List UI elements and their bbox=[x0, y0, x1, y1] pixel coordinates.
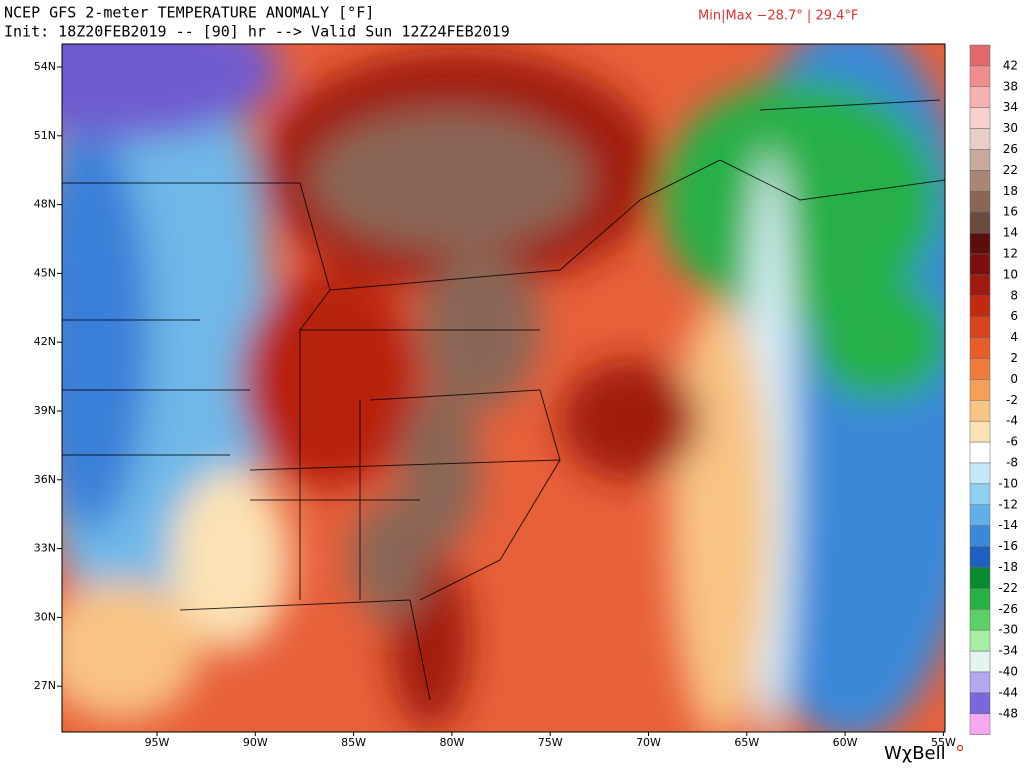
colorbar-label: 4 bbox=[1010, 330, 1018, 344]
lon-label: 55W bbox=[931, 736, 956, 749]
colorbar-label: -14 bbox=[998, 518, 1018, 532]
colorbar-label: -40 bbox=[998, 665, 1018, 679]
colorbar-swatch bbox=[969, 692, 991, 715]
colorbar-swatch bbox=[969, 671, 991, 694]
map-frame bbox=[61, 43, 946, 733]
temperature-field bbox=[62, 44, 945, 732]
min-max: Min|Max −28.7° | 29.4°F bbox=[698, 9, 858, 24]
colorbar-swatch bbox=[969, 232, 991, 255]
colorbar-swatch bbox=[969, 588, 991, 610]
colorbar-swatch bbox=[969, 211, 991, 234]
colorbar-swatch bbox=[969, 86, 991, 108]
colorbar-swatch bbox=[969, 400, 991, 422]
colorbar-swatch bbox=[969, 441, 991, 464]
colorbar-swatch bbox=[969, 337, 991, 359]
colorbar-label: 34 bbox=[1003, 100, 1018, 114]
colorbar-swatch bbox=[969, 504, 991, 526]
lat-label: 33N bbox=[34, 542, 56, 555]
map-subtitle: Init: 18Z20FEB2019 -- [90] hr --> Valid … bbox=[4, 23, 510, 41]
colorbar-label: 6 bbox=[1010, 309, 1018, 323]
lat-label: 42N bbox=[34, 335, 56, 348]
colorbar-swatch bbox=[969, 609, 991, 631]
colorbar-swatch bbox=[969, 420, 991, 443]
colorbar-swatch bbox=[969, 546, 991, 568]
colorbar-swatch bbox=[969, 149, 991, 171]
lon-label: 90W bbox=[243, 736, 268, 749]
colorbar-swatch bbox=[969, 44, 991, 67]
colorbar-label: -48 bbox=[998, 706, 1018, 720]
logo-dot bbox=[956, 744, 964, 752]
colorbar-swatch bbox=[969, 358, 991, 380]
colorbar-label: -30 bbox=[998, 623, 1018, 637]
colorbar-label: 14 bbox=[1003, 226, 1018, 240]
colorbar-label: 8 bbox=[1010, 288, 1018, 302]
colorbar-label: 30 bbox=[1003, 121, 1018, 135]
colorbar-swatch bbox=[969, 379, 991, 401]
colorbar-label: 2 bbox=[1010, 351, 1018, 365]
lat-label: 54N bbox=[34, 60, 56, 73]
colorbar-swatch bbox=[969, 128, 991, 150]
lat-label: 30N bbox=[34, 610, 56, 623]
lat-label: 39N bbox=[34, 404, 56, 417]
lat-label: 36N bbox=[34, 473, 56, 486]
colorbar-label: 10 bbox=[1003, 267, 1018, 281]
colorbar-label: -4 bbox=[1006, 414, 1018, 428]
colorbar-label: -12 bbox=[998, 497, 1018, 511]
colorbar-label: -18 bbox=[998, 560, 1018, 574]
colorbar-swatch bbox=[969, 650, 991, 673]
colorbar-swatch bbox=[969, 65, 991, 88]
colorbar-label: -10 bbox=[998, 476, 1018, 490]
colorbar-label: -16 bbox=[998, 539, 1018, 553]
colorbar-swatch bbox=[969, 191, 991, 213]
colorbar-label: 18 bbox=[1003, 184, 1018, 198]
lat-label: 51N bbox=[34, 129, 56, 142]
colorbar-label: 38 bbox=[1003, 79, 1018, 93]
lat-label: 45N bbox=[34, 266, 56, 279]
colorbar-label: -44 bbox=[998, 685, 1018, 699]
colorbar-label: 16 bbox=[1003, 205, 1018, 219]
lon-label: 75W bbox=[538, 736, 563, 749]
colorbar-label: -6 bbox=[1006, 435, 1018, 449]
colorbar-label: 12 bbox=[1003, 247, 1018, 261]
map-title: NCEP GFS 2-meter TEMPERATURE ANOMALY [°F… bbox=[4, 4, 374, 22]
lon-label: 95W bbox=[145, 736, 170, 749]
logo: WχBell bbox=[884, 743, 946, 764]
colorbar-label: 22 bbox=[1003, 163, 1018, 177]
lat-label: 48N bbox=[34, 198, 56, 211]
colorbar-swatch bbox=[969, 483, 991, 506]
colorbar-swatch bbox=[969, 274, 991, 297]
colorbar-swatch bbox=[969, 567, 991, 589]
colorbar-label: 0 bbox=[1010, 372, 1018, 386]
colorbar-swatch bbox=[969, 629, 991, 652]
lat-label: 27N bbox=[34, 679, 56, 692]
colorbar-swatch bbox=[969, 462, 991, 485]
colorbar-label: -22 bbox=[998, 581, 1018, 595]
lon-label: 70W bbox=[636, 736, 661, 749]
lon-label: 80W bbox=[439, 736, 464, 749]
colorbar-swatch bbox=[969, 170, 991, 192]
colorbar-swatch bbox=[969, 713, 991, 735]
colorbar-label: -2 bbox=[1006, 393, 1018, 407]
colorbar-label: 26 bbox=[1003, 142, 1018, 156]
colorbar-label: -34 bbox=[998, 644, 1018, 658]
colorbar-swatch bbox=[969, 295, 991, 317]
colorbar-swatch bbox=[969, 253, 991, 276]
lon-label: 60W bbox=[833, 736, 858, 749]
colorbar-swatch bbox=[969, 316, 991, 338]
lon-label: 85W bbox=[341, 736, 366, 749]
colorbar-swatch bbox=[969, 107, 991, 129]
colorbar-swatch bbox=[969, 525, 991, 547]
colorbar-label: -8 bbox=[1006, 456, 1018, 470]
lon-label: 65W bbox=[734, 736, 759, 749]
colorbar-label: -26 bbox=[998, 602, 1018, 616]
colorbar-label: 42 bbox=[1003, 58, 1018, 72]
